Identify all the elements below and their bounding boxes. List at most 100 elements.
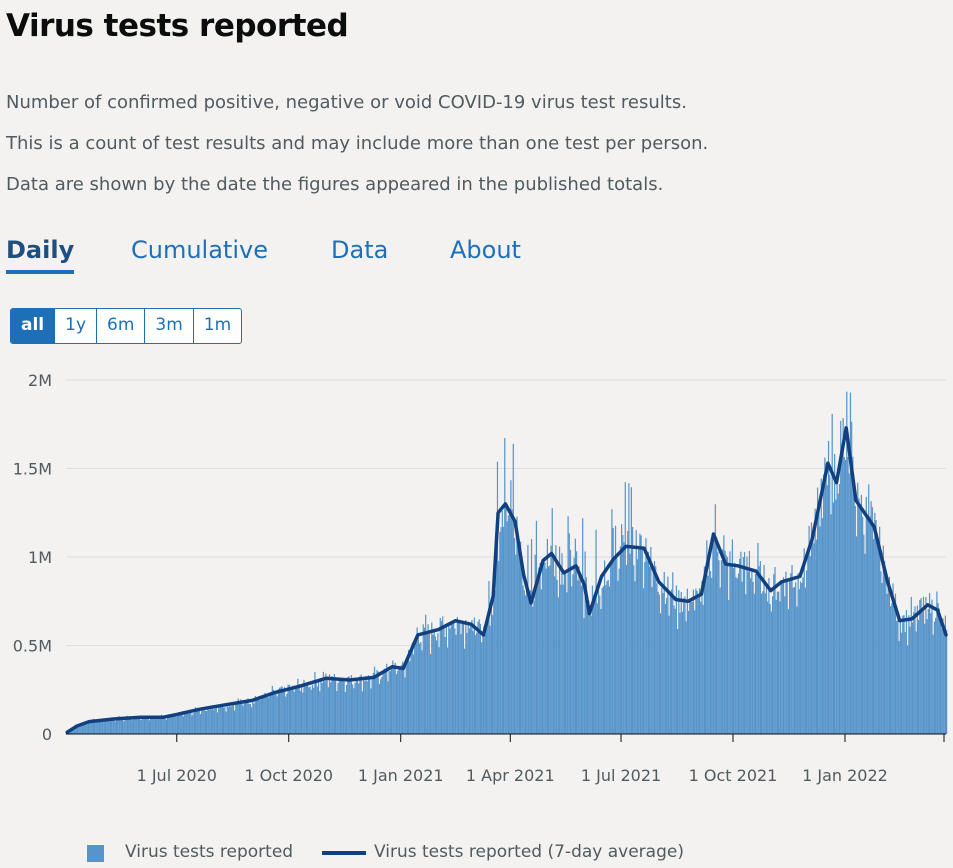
data-bar	[518, 547, 520, 734]
data-bar	[220, 704, 222, 734]
tab-cumulative[interactable]: Cumulative	[131, 236, 268, 264]
data-bar	[147, 717, 149, 734]
data-bar	[214, 708, 216, 734]
tab-daily[interactable]: Daily	[6, 236, 75, 274]
data-bar	[834, 454, 836, 734]
data-bar	[891, 603, 893, 734]
data-bar	[392, 660, 394, 734]
data-bar	[786, 580, 788, 734]
data-bar	[652, 567, 654, 734]
data-bar	[511, 509, 513, 734]
data-bar	[832, 502, 835, 734]
data-bar	[549, 565, 551, 734]
tab-about[interactable]: About	[450, 236, 521, 264]
data-bar	[73, 728, 75, 734]
data-bar	[455, 634, 457, 734]
data-bar	[219, 707, 221, 734]
data-bar	[921, 612, 923, 734]
data-bar	[182, 716, 185, 734]
data-bar	[607, 580, 609, 734]
data-bar	[565, 572, 567, 734]
data-bar	[96, 720, 98, 734]
data-bar	[309, 686, 311, 734]
data-bar	[512, 443, 514, 734]
data-bar	[308, 687, 310, 734]
data-bar	[261, 697, 264, 734]
data-bar	[408, 649, 410, 734]
data-bar	[533, 600, 535, 734]
data-bar	[137, 716, 140, 734]
data-bar	[767, 601, 769, 734]
data-bar	[653, 561, 656, 734]
data-bar	[804, 587, 807, 734]
data-bar	[936, 591, 938, 734]
range-1y-button[interactable]: 1y	[55, 309, 98, 343]
data-bar	[677, 629, 679, 734]
data-bar	[646, 560, 648, 734]
data-bar	[709, 571, 712, 734]
data-bar	[631, 527, 634, 734]
data-bar	[156, 715, 158, 734]
legend-line-swatch	[322, 851, 366, 855]
data-bar	[580, 585, 583, 734]
data-bar	[453, 620, 455, 734]
data-bar	[913, 612, 915, 734]
data-bar	[107, 719, 109, 734]
data-bar	[547, 566, 550, 734]
data-bar	[129, 719, 131, 734]
data-bar	[712, 536, 714, 734]
data-bar	[743, 552, 746, 734]
data-bar	[835, 499, 837, 734]
data-bar	[100, 720, 102, 734]
data-bar	[915, 631, 917, 734]
data-bar	[642, 588, 645, 734]
data-bar	[190, 709, 192, 734]
data-bar	[750, 578, 752, 734]
tab-data[interactable]: Data	[331, 236, 389, 264]
data-bar	[678, 590, 680, 734]
range-6m-button[interactable]: 6m	[97, 309, 146, 343]
data-bar	[668, 615, 670, 734]
data-bar	[398, 666, 400, 734]
data-bar	[724, 550, 726, 734]
data-bar	[558, 546, 561, 734]
data-bar	[857, 482, 859, 734]
data-bar	[259, 700, 261, 734]
data-bar	[502, 526, 505, 734]
data-bar	[628, 483, 630, 734]
data-bar	[353, 688, 355, 734]
range-3m-button[interactable]: 3m	[145, 309, 194, 343]
data-bar	[479, 623, 482, 734]
data-bar	[633, 565, 635, 734]
data-bar	[608, 586, 611, 734]
data-bar	[535, 520, 538, 734]
data-bar	[504, 438, 506, 734]
data-bar	[362, 678, 365, 734]
data-bar	[944, 615, 946, 734]
data-bar	[462, 623, 465, 734]
data-bar	[89, 723, 91, 734]
data-bar	[464, 648, 466, 734]
data-bar	[523, 590, 525, 734]
data-bar	[566, 592, 568, 734]
data-bar	[748, 551, 751, 734]
data-bar	[894, 593, 897, 734]
range-1m-button[interactable]: 1m	[203, 315, 232, 335]
data-bar	[438, 647, 440, 734]
data-bar	[719, 587, 721, 734]
data-bar	[846, 391, 848, 734]
data-bar	[583, 618, 585, 734]
data-bar	[569, 549, 572, 734]
data-bar	[645, 538, 647, 734]
data-bar	[666, 598, 668, 734]
data-bar	[808, 525, 810, 734]
data-bar	[132, 719, 135, 734]
range-all-button[interactable]: all	[11, 309, 56, 343]
data-bar	[86, 723, 88, 734]
data-bar	[431, 622, 433, 734]
data-bar	[928, 593, 931, 734]
data-bar	[672, 572, 674, 734]
data-bar	[237, 698, 239, 734]
data-bar	[216, 712, 219, 734]
data-bar	[573, 557, 575, 734]
